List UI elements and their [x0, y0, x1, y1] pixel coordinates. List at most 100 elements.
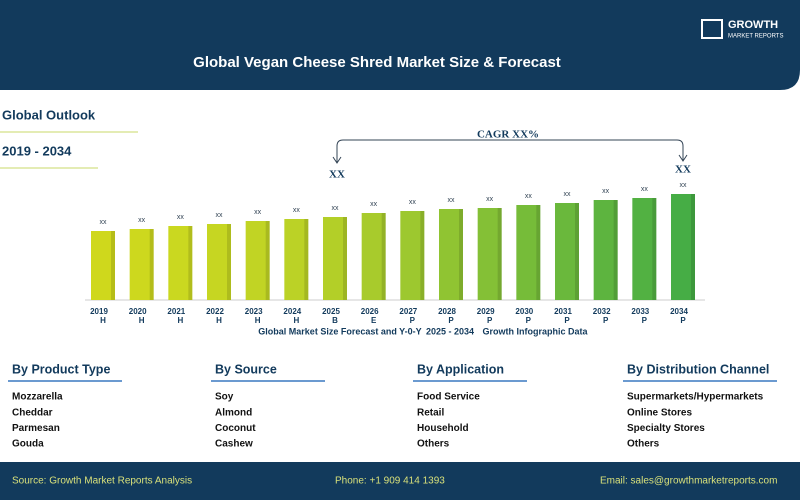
bar [129, 229, 154, 300]
footer-phone: Phone: +1 909 414 1393 [335, 476, 445, 487]
bar [284, 219, 309, 300]
segment-item: Soy [215, 392, 234, 403]
bar [516, 205, 541, 300]
caption: Growth Infographic Data [482, 326, 588, 336]
x-tick-label: 2019 [90, 307, 108, 316]
cagr-label: CAGR XX% [477, 129, 539, 141]
x-tick-label: 2034 [670, 307, 688, 316]
bar-shade [149, 229, 154, 300]
bar-shade [497, 208, 502, 300]
value-label: xx [332, 205, 340, 212]
value-label: xx [409, 199, 417, 206]
cagr-bracket [336, 139, 684, 162]
phase-label: P [564, 316, 570, 325]
bar-shade [691, 194, 695, 300]
value-label: xx [641, 186, 649, 193]
value-label: xx [564, 191, 572, 198]
cagr-arrows [332, 154, 688, 164]
bar [555, 203, 579, 300]
segment-item: Cheddar [12, 407, 53, 418]
phase-label: H [177, 316, 183, 325]
bar [207, 224, 231, 300]
outlook-period: 2019 - 2034 [2, 143, 72, 158]
phase-label: H [216, 316, 222, 325]
bar-shade [420, 211, 425, 300]
bar-shade [652, 198, 657, 300]
segment-item: Mozzarella [12, 392, 63, 403]
x-tick-label: 2024 [283, 307, 301, 316]
segment-title: By Product Type [12, 362, 110, 376]
value-label: xx [216, 212, 224, 219]
bar-shade [381, 213, 386, 300]
segment-title: By Distribution Channel [627, 362, 769, 376]
bar-shade [111, 231, 115, 300]
segment-item: Online Stores [627, 407, 692, 418]
bar [477, 208, 502, 300]
caption: Global Market Size Forecast and Y-0-Y [258, 326, 421, 336]
x-tick-label: 2026 [361, 307, 379, 316]
segment-item: Coconut [215, 423, 256, 434]
start-label: XX [329, 169, 345, 181]
bar-shade [613, 200, 618, 300]
caption: 2025 - 2034 [426, 326, 474, 336]
segment-item: Supermarkets/Hypermarkets [627, 392, 764, 403]
segment-item: Others [417, 439, 450, 450]
phase-label: P [680, 316, 686, 325]
segment-item: Retail [417, 407, 444, 418]
segment-item: Parmesan [12, 423, 60, 434]
segment-item: Food Service [417, 392, 480, 403]
phase-label: E [371, 316, 377, 325]
bar [361, 213, 386, 300]
segment-item: Cashew [215, 439, 253, 450]
x-tick-label: 2020 [129, 307, 147, 316]
bar [245, 221, 270, 300]
outlook-title: Global Outlook [2, 107, 96, 122]
phase-label: P [410, 316, 416, 325]
bar-shade [265, 221, 270, 300]
bar-shade [459, 209, 463, 300]
header-title: Global Vegan Cheese Shred Market Size & … [193, 54, 561, 71]
logo-text: GROWTH [728, 19, 778, 31]
value-label: xx [448, 197, 456, 204]
value-label: xx [293, 207, 301, 214]
value-label: xx [680, 182, 688, 189]
bar [632, 198, 657, 300]
value-label: xx [602, 188, 610, 195]
phase-label: P [487, 316, 493, 325]
x-tick-label: 2030 [515, 307, 533, 316]
value-label: xx [177, 214, 185, 221]
x-tick-label: 2022 [206, 307, 224, 316]
x-tick-label: 2031 [554, 307, 572, 316]
x-tick-label: 2027 [399, 307, 417, 316]
phase-label: P [526, 316, 532, 325]
value-label: xx [254, 209, 262, 216]
phase-label: P [448, 316, 454, 325]
phase-label: H [293, 316, 299, 325]
footer-source: Source: Growth Market Reports Analysis [12, 476, 192, 487]
bar-shade [188, 226, 193, 300]
bar [593, 200, 618, 300]
bar [671, 194, 695, 300]
phase-label: P [642, 316, 648, 325]
footer-band [0, 462, 800, 500]
x-tick-label: 2021 [167, 307, 185, 316]
logo-subtext: MARKET REPORTS [728, 34, 783, 40]
segment-item: Household [417, 423, 469, 434]
x-tick-label: 2033 [631, 307, 649, 316]
bar [400, 211, 425, 300]
phase-label: H [100, 316, 106, 325]
bar [323, 217, 347, 300]
segment-item: Others [627, 439, 660, 450]
bar-shade [227, 224, 231, 300]
phase-label: B [332, 316, 338, 325]
bar-shade [536, 205, 541, 300]
segment-item: Specialty Stores [627, 423, 705, 434]
x-tick-label: 2028 [438, 307, 456, 316]
value-label: xx [138, 217, 146, 224]
bar-shade [304, 219, 309, 300]
value-label: xx [525, 193, 533, 200]
logo-icon [701, 19, 723, 39]
value-label: xx [370, 201, 378, 208]
phase-label: H [139, 316, 145, 325]
